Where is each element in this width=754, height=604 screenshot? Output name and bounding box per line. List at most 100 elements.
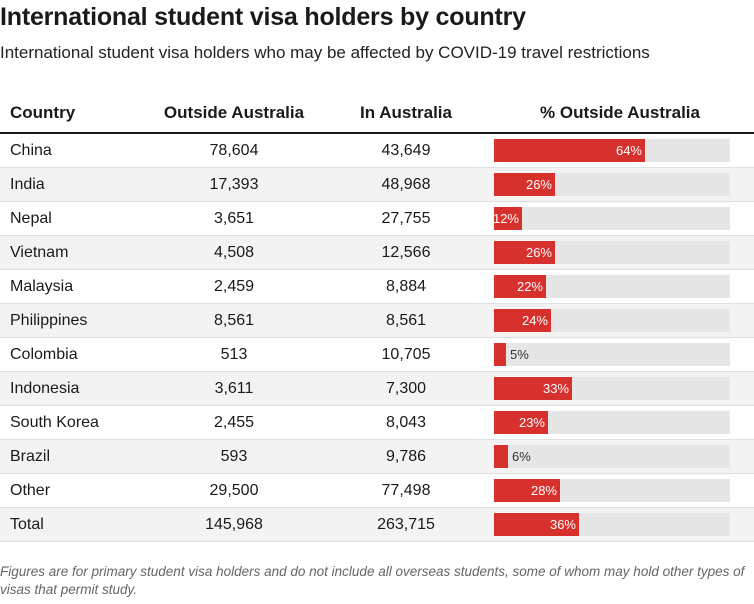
column-header-country: Country (0, 94, 142, 134)
percent-bar (494, 513, 579, 536)
percent-bar (494, 343, 506, 366)
table-row: Vietnam 4,508 12,566 26% (0, 235, 754, 270)
in-australia-cell: 263,715 (326, 507, 486, 542)
in-australia-cell: 9,786 (326, 439, 486, 474)
in-australia-cell: 8,561 (326, 303, 486, 338)
table-header-row: Country Outside Australia In Australia %… (0, 94, 754, 134)
percent-bar-label: 36% (549, 517, 576, 532)
outside-australia-cell: 29,500 (142, 473, 326, 508)
percent-outside-cell: 5% (486, 337, 754, 372)
percent-bar-label: 33% (542, 381, 569, 396)
table-row: Nepal 3,651 27,755 12% (0, 201, 754, 236)
percent-bar (494, 445, 508, 468)
in-australia-cell: 43,649 (326, 133, 486, 168)
outside-australia-cell: 593 (142, 439, 326, 474)
table-row: Colombia 513 10,705 5% (0, 337, 754, 372)
table-row: Brazil 593 9,786 6% (0, 439, 754, 474)
outside-australia-cell: 4,508 (142, 235, 326, 270)
percent-bar-track: 6% (494, 445, 730, 468)
percent-bar (494, 207, 522, 230)
country-cell: India (0, 167, 142, 202)
country-cell: Malaysia (0, 269, 142, 304)
percent-bar-label: 64% (615, 143, 642, 158)
outside-australia-cell: 513 (142, 337, 326, 372)
percent-bar (494, 411, 548, 434)
table-row: Other 29,500 77,498 28% (0, 473, 754, 508)
percent-outside-cell: 36% (486, 507, 754, 542)
percent-bar (494, 173, 555, 196)
country-cell: China (0, 133, 142, 168)
in-australia-cell: 77,498 (326, 473, 486, 508)
percent-outside-cell: 23% (486, 405, 754, 440)
in-australia-cell: 8,043 (326, 405, 486, 440)
percent-bar-label: 26% (525, 245, 552, 260)
percent-bar-track: 36% (494, 513, 730, 536)
percent-bar (494, 309, 551, 332)
country-cell: Total (0, 507, 142, 542)
percent-bar-track: 33% (494, 377, 730, 400)
visa-table: Country Outside Australia In Australia %… (0, 94, 754, 542)
percent-bar-track: 22% (494, 275, 730, 298)
column-header-percent: % Outside Australia (486, 94, 754, 134)
country-cell: Brazil (0, 439, 142, 474)
table-row: Indonesia 3,611 7,300 33% (0, 371, 754, 406)
percent-outside-cell: 12% (486, 201, 754, 236)
percent-bar (494, 241, 555, 264)
outside-australia-cell: 3,651 (142, 201, 326, 236)
table-row: India 17,393 48,968 26% (0, 167, 754, 202)
percent-bar-label: 26% (525, 177, 552, 192)
percent-outside-cell: 33% (486, 371, 754, 406)
percent-bar-track: 64% (494, 139, 730, 162)
in-australia-cell: 12,566 (326, 235, 486, 270)
table-body: China 78,604 43,649 64% India 17,393 48,968 26%… (0, 133, 754, 542)
percent-bar-label: 5% (510, 347, 529, 362)
table-row: Philippines 8,561 8,561 24% (0, 303, 754, 338)
chart-title: International student visa holders by co… (0, 3, 526, 31)
percent-bar-track: 26% (494, 173, 730, 196)
percent-outside-cell: 26% (486, 167, 754, 202)
in-australia-cell: 27,755 (326, 201, 486, 236)
in-australia-cell: 7,300 (326, 371, 486, 406)
in-australia-cell: 48,968 (326, 167, 486, 202)
outside-australia-cell: 8,561 (142, 303, 326, 338)
percent-bar-track: 24% (494, 309, 730, 332)
percent-bar-label: 12% (492, 211, 519, 226)
outside-australia-cell: 2,459 (142, 269, 326, 304)
percent-bar-label: 23% (518, 415, 545, 430)
country-cell: Nepal (0, 201, 142, 236)
column-header-inside: In Australia (326, 94, 486, 134)
country-cell: Other (0, 473, 142, 508)
percent-bar-label: 22% (516, 279, 543, 294)
country-cell: Philippines (0, 303, 142, 338)
outside-australia-cell: 78,604 (142, 133, 326, 168)
percent-outside-cell: 24% (486, 303, 754, 338)
footnote: Figures are for primary student visa hol… (0, 564, 745, 597)
percent-bar-track: 28% (494, 479, 730, 502)
outside-australia-cell: 2,455 (142, 405, 326, 440)
percent-bar-track: 5% (494, 343, 730, 366)
column-header-outside: Outside Australia (142, 94, 326, 134)
country-cell: Vietnam (0, 235, 142, 270)
table-row: China 78,604 43,649 64% (0, 133, 754, 168)
percent-bar-label: 6% (512, 449, 531, 464)
country-cell: South Korea (0, 405, 142, 440)
percent-bar-label: 28% (530, 483, 557, 498)
outside-australia-cell: 3,611 (142, 371, 326, 406)
percent-outside-cell: 64% (486, 133, 754, 168)
in-australia-cell: 8,884 (326, 269, 486, 304)
outside-australia-cell: 17,393 (142, 167, 326, 202)
percent-bar-track: 12% (492, 207, 730, 230)
percent-bar (494, 377, 572, 400)
country-cell: Indonesia (0, 371, 142, 406)
table-row: Malaysia 2,459 8,884 22% (0, 269, 754, 304)
table-row: South Korea 2,455 8,043 23% (0, 405, 754, 440)
percent-outside-cell: 28% (486, 473, 754, 508)
percent-outside-cell: 22% (486, 269, 754, 304)
percent-outside-cell: 26% (486, 235, 754, 270)
chart-subtitle: International student visa holders who m… (0, 43, 650, 62)
percent-bar (494, 275, 546, 298)
percent-bar-label: 24% (521, 313, 548, 328)
outside-australia-cell: 145,968 (142, 507, 326, 542)
country-cell: Colombia (0, 337, 142, 372)
percent-bar-track: 23% (494, 411, 730, 434)
